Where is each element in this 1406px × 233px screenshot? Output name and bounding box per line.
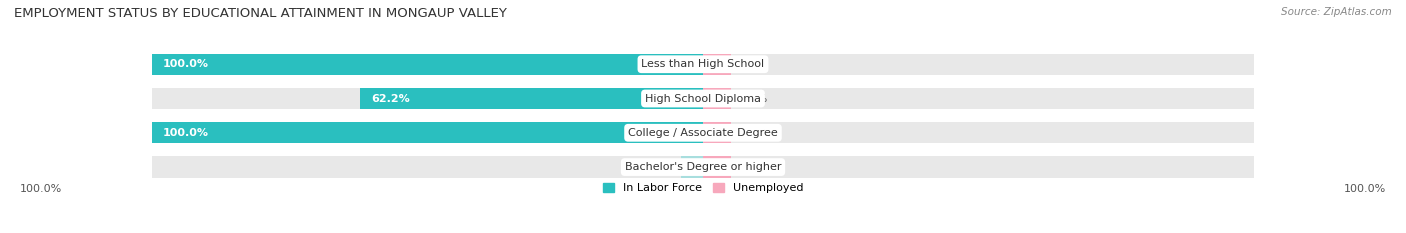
Bar [152, 156, 703, 178]
Text: 100.0%: 100.0% [163, 128, 209, 138]
Text: Source: ZipAtlas.com: Source: ZipAtlas.com [1281, 7, 1392, 17]
Text: 62.2%: 62.2% [371, 93, 411, 103]
Text: 100.0%: 100.0% [163, 59, 209, 69]
Bar [152, 54, 703, 75]
Bar [703, 88, 731, 109]
Text: Bachelor's Degree or higher: Bachelor's Degree or higher [624, 162, 782, 172]
Text: 0.0%: 0.0% [738, 93, 768, 103]
Text: 100.0%: 100.0% [20, 184, 62, 194]
Text: EMPLOYMENT STATUS BY EDUCATIONAL ATTAINMENT IN MONGAUP VALLEY: EMPLOYMENT STATUS BY EDUCATIONAL ATTAINM… [14, 7, 508, 20]
Text: Less than High School: Less than High School [641, 59, 765, 69]
Text: 0.0%: 0.0% [738, 162, 768, 172]
Bar [152, 54, 703, 75]
Bar [152, 122, 703, 143]
Bar [703, 88, 1254, 109]
Text: 100.0%: 100.0% [1344, 184, 1386, 194]
Text: 0.0%: 0.0% [638, 162, 668, 172]
Bar [703, 156, 731, 178]
Text: College / Associate Degree: College / Associate Degree [628, 128, 778, 138]
Bar [703, 122, 731, 143]
Bar [703, 156, 1254, 178]
Bar [360, 88, 703, 109]
Bar [703, 122, 1254, 143]
Legend: In Labor Force, Unemployed: In Labor Force, Unemployed [603, 182, 803, 193]
Text: High School Diploma: High School Diploma [645, 93, 761, 103]
Bar [152, 122, 703, 143]
Bar [681, 156, 703, 178]
Text: 0.0%: 0.0% [738, 59, 768, 69]
Bar [703, 54, 1254, 75]
Bar [152, 88, 703, 109]
Text: 0.0%: 0.0% [738, 128, 768, 138]
Bar [703, 54, 731, 75]
